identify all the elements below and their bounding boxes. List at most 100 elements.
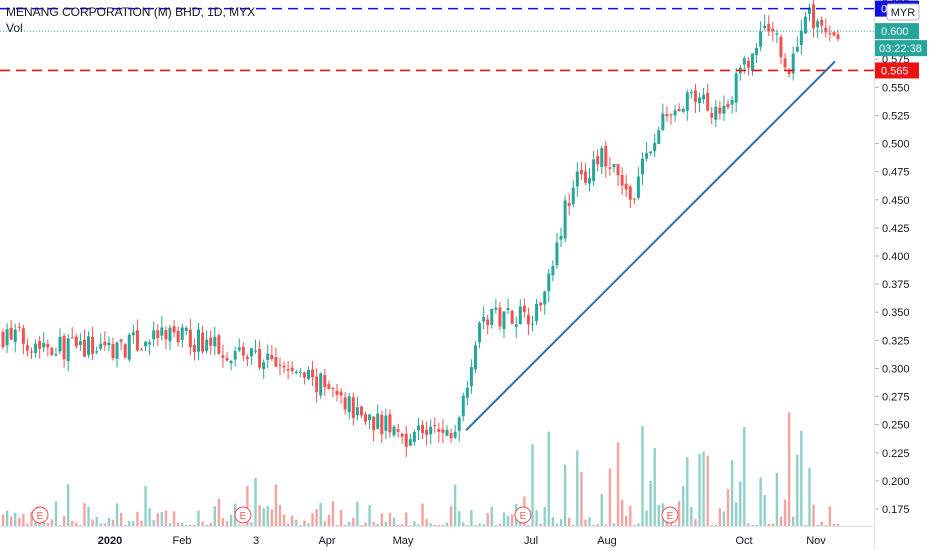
candle-body — [783, 58, 787, 68]
volume-bar — [160, 512, 164, 526]
candle-body — [148, 342, 152, 345]
volume-bar — [339, 509, 343, 526]
candle-body — [539, 302, 543, 306]
volume-bar — [91, 519, 94, 526]
volume-bar — [26, 523, 29, 526]
candle-body — [661, 113, 665, 130]
candle-body — [734, 73, 738, 103]
volume-bar — [539, 523, 542, 526]
candle-body — [197, 329, 201, 352]
volume-bar — [791, 516, 795, 526]
candle-body — [335, 390, 339, 395]
candle-body — [433, 425, 437, 427]
candle-body — [160, 327, 164, 336]
volume-bar — [209, 523, 212, 526]
candle-body — [139, 349, 143, 351]
volume-bar — [5, 510, 9, 526]
volume-bar — [608, 468, 612, 526]
candle-body — [343, 397, 347, 410]
candle-body — [461, 395, 465, 417]
volume-bar — [775, 472, 779, 526]
currency-button[interactable] — [886, 3, 920, 21]
candle-body — [473, 345, 477, 370]
candle-body — [653, 142, 657, 152]
candle-body — [779, 36, 783, 58]
symbol-title[interactable]: MENANG CORPORATION (M) BHD, 1D, MYX — [6, 5, 256, 19]
volume-bar — [490, 506, 493, 526]
candle-body — [812, 4, 816, 29]
volume-bar — [205, 524, 208, 526]
y-tick-label: 0.475 — [882, 167, 910, 179]
candle-body — [119, 339, 123, 342]
candle-body — [628, 186, 632, 200]
candle-body — [355, 407, 359, 416]
volume-bar — [836, 523, 840, 526]
volume-bar — [449, 506, 453, 526]
candle-body — [669, 114, 673, 116]
plot-area[interactable] — [0, 0, 874, 526]
chart-legend: MENANG CORPORATION (M) BHD, 1D, MYX Vol — [6, 4, 255, 36]
trendline[interactable] — [465, 60, 836, 431]
volume-bar — [641, 426, 644, 526]
earnings-marker-icon[interactable] — [31, 506, 49, 524]
volume-bar — [360, 525, 363, 526]
candle-body — [453, 431, 457, 438]
volume-bar — [673, 525, 677, 526]
volume-bar — [604, 524, 608, 526]
volume-bar — [217, 498, 221, 526]
volume-bar — [482, 524, 485, 526]
volume-bar — [616, 442, 620, 526]
candle-body — [702, 94, 706, 100]
volume-bar — [796, 454, 799, 526]
candles — [1, 0, 840, 457]
volume-bar — [519, 520, 522, 526]
volume-bar — [75, 522, 78, 526]
candle-body — [612, 164, 616, 168]
volume-bar — [421, 503, 424, 526]
candle-body — [592, 159, 596, 182]
volume-bar — [804, 524, 807, 526]
candle-body — [131, 332, 135, 336]
candle-body — [445, 429, 449, 436]
candle-body — [396, 429, 400, 432]
candle-body — [38, 340, 42, 349]
volume-bar — [392, 517, 396, 526]
candle-body — [767, 23, 771, 32]
volume-bar — [686, 457, 689, 526]
volume-bar — [506, 515, 510, 526]
volume-bar — [413, 521, 416, 526]
candle-body — [673, 110, 677, 116]
volume-bar — [9, 516, 13, 526]
volume-bar — [535, 510, 538, 526]
candle-body — [755, 48, 759, 55]
volume-bar — [83, 503, 86, 526]
volume-bar — [295, 519, 298, 526]
volume-bar — [193, 524, 196, 526]
volume-bar — [250, 522, 253, 526]
candle-body — [5, 329, 9, 346]
earnings-marker-icon[interactable] — [514, 506, 532, 524]
volume-bar — [42, 520, 45, 526]
candle-body — [706, 92, 710, 111]
candle-body — [82, 339, 86, 357]
earnings-marker-icon[interactable] — [234, 506, 252, 524]
candle-body — [245, 356, 249, 359]
y-tick-label: 0.225 — [882, 448, 910, 460]
volume-bar — [824, 525, 827, 526]
volume-bar — [71, 520, 74, 526]
candle-body — [710, 113, 714, 118]
volume-bar — [441, 524, 445, 526]
earnings-marker-icon[interactable] — [661, 506, 679, 524]
volume-bar — [335, 525, 339, 526]
support-line-price-tag — [875, 62, 919, 79]
candle-body — [311, 369, 315, 378]
volume-bar — [690, 507, 693, 526]
candle-body — [327, 384, 331, 390]
candle-body — [87, 336, 91, 355]
y-tick-label: 0.375 — [882, 279, 910, 291]
candle-body — [742, 58, 746, 65]
candle-body — [791, 53, 795, 74]
volume-bar — [343, 525, 347, 526]
candle-body — [95, 351, 99, 353]
